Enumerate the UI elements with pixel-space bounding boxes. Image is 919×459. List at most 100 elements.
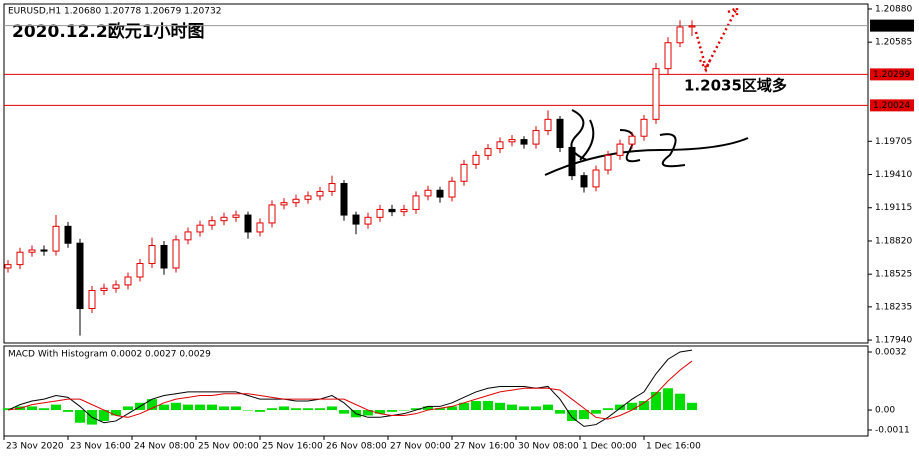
histogram-bar [639,400,649,411]
histogram-bar [51,404,61,411]
level-label: 1.20024 [873,101,910,111]
candle-body [688,25,696,28]
histogram-bar [603,408,613,411]
histogram-bar [555,410,565,414]
candle-body [112,284,120,289]
candle-body [64,225,72,244]
candle-body [52,225,60,252]
candle-body [88,290,96,310]
histogram-bar [567,410,577,421]
histogram-bar [675,393,685,411]
candle-body [484,148,492,156]
level-label: 1.20299 [873,70,910,80]
x-tick-label: 25 Nov 00:00 [198,442,259,452]
candle-body [76,242,84,310]
header: EURUSD,H1 1.20680 1.20778 1.20679 1.2073… [8,7,221,17]
histogram-bar [507,404,517,411]
candle-body [448,180,456,198]
candle-body [604,154,612,171]
candle-body [292,198,300,204]
candle-body [592,169,600,188]
histogram-bar [543,404,553,411]
candle-body [388,208,396,213]
histogram-bar [255,410,265,412]
histogram-bar [627,402,637,411]
candle-body [436,189,444,198]
candle-body [148,244,156,264]
histogram-bar [123,406,133,411]
histogram-bar [219,406,229,411]
histogram-bar [579,410,589,420]
price-label: 1.20732 [873,21,910,31]
candle-body [556,118,564,148]
histogram-bar [435,408,445,411]
candle-body [580,175,588,188]
chart-title: 2020.12.2欧元1小时图 [12,21,205,42]
arrows [694,6,739,73]
candle-body [664,42,672,70]
y-tick-label: 1.19410 [875,170,912,180]
y-tick-label: 1.18525 [875,270,912,280]
macd-tick-label: -0.0011 [875,426,910,436]
candle-body [268,204,276,224]
candle-body [520,139,528,145]
candle-body [124,276,132,286]
macd-panel [3,345,869,437]
candle-body [136,262,144,278]
candle-body [460,163,468,182]
x-tick-label: 27 Nov 00:00 [390,442,451,452]
candle-body [544,118,552,132]
candle-body [100,287,108,292]
candle-body [424,189,432,197]
candle-body [160,244,168,269]
candle-body [40,249,48,252]
x-tick-label: 23 Nov 16:00 [70,442,131,452]
candle-body [280,202,288,206]
histogram-bar [39,408,49,411]
x-tick-label: 1 Dec 16:00 [646,442,701,452]
candle-body [340,183,348,216]
histogram-bar [483,400,493,411]
signature [544,109,749,176]
price-box [870,19,914,32]
histogram-bar [363,410,373,416]
candle-body [412,195,420,210]
x-tick-label: 24 Nov 08:00 [134,442,195,452]
y-tick-label: 1.19705 [875,137,912,147]
histogram-bar [375,410,385,414]
level-box [870,99,914,112]
y-tick-label: 1.18235 [875,302,912,312]
candle-body [184,231,192,241]
histogram-bar [423,406,433,411]
histogram-bar [183,404,193,411]
candle-body [172,239,180,269]
candle-body [472,154,480,165]
annotation: 1.2035区域多 [684,77,787,95]
histogram-bar [27,406,37,411]
histogram-bar [411,408,421,411]
macd-signal-line [7,360,693,420]
candle-body [616,143,624,156]
candle-body [400,208,408,213]
histogram-bar [315,408,325,411]
candle-body [208,220,216,226]
candle-body [532,130,540,145]
macd-main-line [7,349,693,427]
candle-body [352,214,360,225]
histogram-bar [99,410,109,421]
histogram-bar [531,406,541,411]
y-tick-label: 1.20585 [875,38,912,48]
candle-body [220,216,228,222]
histogram-bar [687,402,697,411]
x-tick-label: 25 Nov 16:00 [262,442,323,452]
histogram-bar [471,400,481,411]
candle-body [196,224,204,233]
histogram-bar [447,406,457,411]
candle-body [304,195,312,200]
histogram-bar [207,404,217,411]
signature-stroke [544,109,749,176]
arrow-path [694,9,738,72]
candle-body [376,208,384,218]
